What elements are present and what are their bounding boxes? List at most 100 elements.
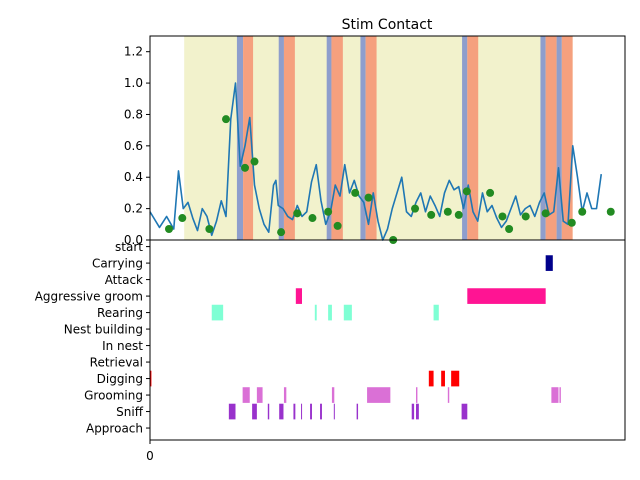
category-label: Sniff [116, 405, 144, 419]
event-bar [356, 403, 359, 420]
event-marker [521, 212, 530, 221]
category-label: Digging [97, 372, 143, 386]
event-bar [267, 403, 270, 420]
event-bar [461, 403, 468, 420]
event-marker [293, 209, 302, 218]
event-marker [333, 221, 342, 230]
event-bar [150, 370, 152, 387]
shaded-band-orange [243, 36, 254, 240]
event-marker [486, 188, 495, 197]
top-line-layer [149, 82, 603, 241]
event-bar [314, 304, 317, 321]
event-bar [242, 387, 250, 403]
y-tick-label: 0.2 [124, 202, 143, 216]
event-bar [256, 387, 263, 403]
event-bar [545, 255, 553, 271]
event-marker [462, 187, 471, 196]
event-bar [283, 387, 287, 403]
shaded-band-blue [540, 36, 546, 240]
shaded-band-blue [236, 36, 244, 240]
event-bar [295, 288, 302, 304]
category-label: Grooming [84, 389, 143, 403]
event-bar [451, 370, 460, 387]
event-bar [328, 304, 332, 321]
y-tick-label: 0.0 [124, 233, 143, 247]
shaded-band-orange [365, 36, 377, 240]
category-label: start [115, 240, 143, 254]
y-tick-label: 1.0 [124, 76, 143, 90]
event-bar [433, 304, 439, 321]
ethogram-tick-layer: start Carrying Attack Aggressive groom Reari… [35, 240, 154, 463]
shaded-band-orange [561, 36, 573, 240]
event-marker [222, 115, 230, 124]
event-marker [443, 207, 452, 216]
top-band-layer [184, 36, 625, 240]
y-tick-label: 0.8 [124, 107, 143, 121]
bottom-plot-frame [149, 239, 626, 441]
event-marker [567, 218, 576, 227]
event-bar [333, 403, 335, 420]
shaded-band-orange [331, 36, 343, 240]
shaded-band-orange [467, 36, 479, 240]
shaded-band-blue [462, 36, 468, 240]
top-y-tick-layer: 0.0 0.2 0.4 0.6 0.8 1.0 1.2 [124, 45, 150, 247]
category-label: Carrying [92, 257, 143, 271]
event-bar [252, 403, 257, 420]
event-bar [320, 403, 322, 420]
event-marker [277, 228, 286, 237]
event-bar [551, 387, 559, 403]
ethogram-event-layer [150, 255, 561, 420]
event-bar [331, 387, 335, 403]
event-bar [428, 370, 434, 387]
x-tick-label: 0 [146, 449, 154, 463]
event-marker [351, 188, 360, 197]
shaded-band-orange [283, 36, 295, 240]
event-marker [178, 214, 187, 223]
event-bar [447, 387, 450, 403]
category-label: In nest [102, 339, 143, 353]
event-bar [467, 288, 546, 304]
event-marker [498, 212, 507, 221]
event-bar [416, 403, 419, 420]
category-label: Rearing [97, 306, 143, 320]
shaded-band-blue [360, 36, 366, 240]
event-marker [241, 163, 249, 172]
category-label: Attack [105, 273, 143, 287]
event-marker [308, 214, 317, 223]
event-bar [411, 403, 415, 420]
event-bar [211, 304, 224, 321]
event-bar [301, 403, 303, 420]
event-bar [279, 403, 284, 420]
event-marker [454, 210, 463, 219]
event-marker [578, 207, 587, 216]
event-bar [293, 403, 296, 420]
event-bar [343, 304, 352, 321]
event-bar [367, 387, 391, 403]
y-tick-label: 0.4 [124, 170, 143, 184]
category-label: Nest building [64, 323, 143, 337]
chart-title: Stim Contact [342, 17, 433, 33]
event-marker [324, 207, 333, 216]
event-bar [559, 387, 561, 403]
category-label: Approach [86, 422, 143, 436]
event-marker [205, 225, 214, 234]
shaded-band-blue [326, 36, 332, 240]
event-marker [505, 225, 514, 234]
event-marker [411, 204, 420, 213]
stim-contact-line [149, 82, 603, 241]
shaded-band-blue [278, 36, 284, 240]
event-marker [541, 209, 550, 218]
event-marker [250, 157, 259, 166]
y-tick-label: 0.6 [124, 139, 143, 153]
top-marker-layer [165, 115, 615, 244]
y-tick-label: 1.2 [124, 45, 143, 59]
event-bar [416, 387, 418, 403]
shaded-band-blue [556, 36, 562, 240]
event-bar [310, 403, 312, 420]
event-marker [364, 193, 373, 202]
event-marker [165, 225, 173, 234]
event-marker [606, 207, 615, 216]
category-label: Retrieval [90, 356, 143, 370]
category-label: Aggressive groom [35, 290, 143, 304]
